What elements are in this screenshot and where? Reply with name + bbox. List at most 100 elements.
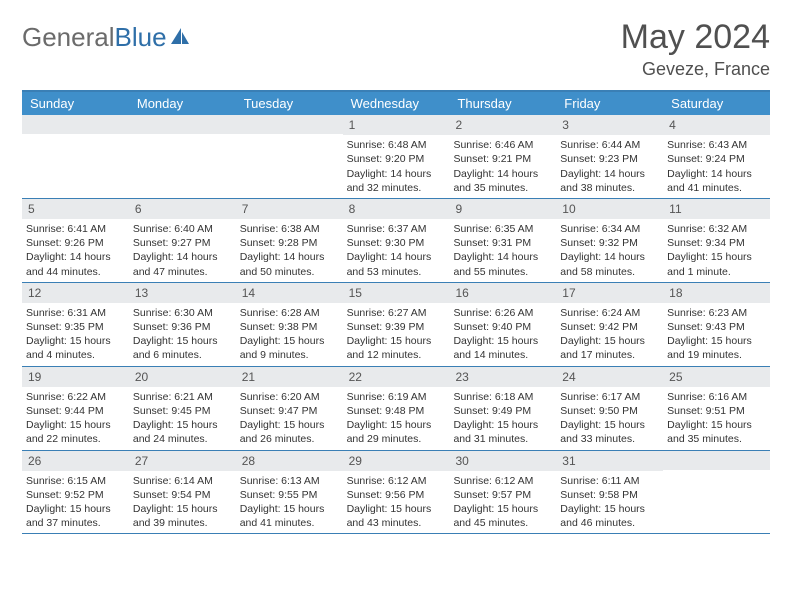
day-cell: 7Sunrise: 6:38 AMSunset: 9:28 PMDaylight… bbox=[236, 199, 343, 282]
day-number: 13 bbox=[129, 283, 236, 303]
sunrise-text: Sunrise: 6:24 AM bbox=[560, 306, 659, 320]
day-body: Sunrise: 6:46 AMSunset: 9:21 PMDaylight:… bbox=[449, 137, 556, 198]
day-body: Sunrise: 6:24 AMSunset: 9:42 PMDaylight:… bbox=[556, 305, 663, 366]
day-cell: 29Sunrise: 6:12 AMSunset: 9:56 PMDayligh… bbox=[343, 451, 450, 534]
week-row: 5Sunrise: 6:41 AMSunset: 9:26 PMDaylight… bbox=[22, 199, 770, 283]
day-body: Sunrise: 6:12 AMSunset: 9:56 PMDaylight:… bbox=[343, 473, 450, 534]
daylight-text: Daylight: 15 hours and 46 minutes. bbox=[560, 502, 659, 530]
day-number: 22 bbox=[343, 367, 450, 387]
daylight-text: Daylight: 15 hours and 37 minutes. bbox=[26, 502, 125, 530]
day-number: 30 bbox=[449, 451, 556, 471]
day-body: Sunrise: 6:27 AMSunset: 9:39 PMDaylight:… bbox=[343, 305, 450, 366]
daylight-text: Daylight: 14 hours and 47 minutes. bbox=[133, 250, 232, 278]
day-cell: 27Sunrise: 6:14 AMSunset: 9:54 PMDayligh… bbox=[129, 451, 236, 534]
sunset-text: Sunset: 9:49 PM bbox=[453, 404, 552, 418]
logo-text-gray: General bbox=[22, 22, 115, 53]
day-cell: 14Sunrise: 6:28 AMSunset: 9:38 PMDayligh… bbox=[236, 283, 343, 366]
title-block: May 2024 Geveze, France bbox=[621, 18, 770, 80]
day-body: Sunrise: 6:44 AMSunset: 9:23 PMDaylight:… bbox=[556, 137, 663, 198]
sunrise-text: Sunrise: 6:20 AM bbox=[240, 390, 339, 404]
day-cell: 13Sunrise: 6:30 AMSunset: 9:36 PMDayligh… bbox=[129, 283, 236, 366]
day-number: 26 bbox=[22, 451, 129, 471]
day-cell: 15Sunrise: 6:27 AMSunset: 9:39 PMDayligh… bbox=[343, 283, 450, 366]
daylight-text: Daylight: 15 hours and 33 minutes. bbox=[560, 418, 659, 446]
daylight-text: Daylight: 15 hours and 17 minutes. bbox=[560, 334, 659, 362]
day-body: Sunrise: 6:38 AMSunset: 9:28 PMDaylight:… bbox=[236, 221, 343, 282]
day-number: 28 bbox=[236, 451, 343, 471]
day-body: Sunrise: 6:37 AMSunset: 9:30 PMDaylight:… bbox=[343, 221, 450, 282]
day-cell bbox=[22, 115, 129, 198]
day-number bbox=[22, 115, 129, 134]
sunset-text: Sunset: 9:34 PM bbox=[667, 236, 766, 250]
day-body: Sunrise: 6:26 AMSunset: 9:40 PMDaylight:… bbox=[449, 305, 556, 366]
sunrise-text: Sunrise: 6:13 AM bbox=[240, 474, 339, 488]
month-title: May 2024 bbox=[621, 18, 770, 57]
day-body: Sunrise: 6:41 AMSunset: 9:26 PMDaylight:… bbox=[22, 221, 129, 282]
day-number: 18 bbox=[663, 283, 770, 303]
sunrise-text: Sunrise: 6:31 AM bbox=[26, 306, 125, 320]
daylight-text: Daylight: 15 hours and 1 minute. bbox=[667, 250, 766, 278]
day-number: 3 bbox=[556, 115, 663, 135]
daylight-text: Daylight: 15 hours and 24 minutes. bbox=[133, 418, 232, 446]
location: Geveze, France bbox=[621, 59, 770, 80]
daylight-text: Daylight: 14 hours and 44 minutes. bbox=[26, 250, 125, 278]
day-number: 20 bbox=[129, 367, 236, 387]
day-cell: 3Sunrise: 6:44 AMSunset: 9:23 PMDaylight… bbox=[556, 115, 663, 198]
week-row: 19Sunrise: 6:22 AMSunset: 9:44 PMDayligh… bbox=[22, 367, 770, 451]
sunrise-text: Sunrise: 6:26 AM bbox=[453, 306, 552, 320]
daylight-text: Daylight: 15 hours and 39 minutes. bbox=[133, 502, 232, 530]
daylight-text: Daylight: 15 hours and 12 minutes. bbox=[347, 334, 446, 362]
daylight-text: Daylight: 15 hours and 9 minutes. bbox=[240, 334, 339, 362]
sunset-text: Sunset: 9:42 PM bbox=[560, 320, 659, 334]
day-number: 5 bbox=[22, 199, 129, 219]
sunrise-text: Sunrise: 6:40 AM bbox=[133, 222, 232, 236]
day-cell: 12Sunrise: 6:31 AMSunset: 9:35 PMDayligh… bbox=[22, 283, 129, 366]
day-body: Sunrise: 6:13 AMSunset: 9:55 PMDaylight:… bbox=[236, 473, 343, 534]
day-cell bbox=[236, 115, 343, 198]
dow-wednesday: Wednesday bbox=[343, 92, 450, 115]
sunset-text: Sunset: 9:21 PM bbox=[453, 152, 552, 166]
daylight-text: Daylight: 14 hours and 58 minutes. bbox=[560, 250, 659, 278]
day-cell: 11Sunrise: 6:32 AMSunset: 9:34 PMDayligh… bbox=[663, 199, 770, 282]
calendar: SundayMondayTuesdayWednesdayThursdayFrid… bbox=[22, 90, 770, 534]
day-body: Sunrise: 6:16 AMSunset: 9:51 PMDaylight:… bbox=[663, 389, 770, 450]
sunrise-text: Sunrise: 6:15 AM bbox=[26, 474, 125, 488]
sunrise-text: Sunrise: 6:12 AM bbox=[453, 474, 552, 488]
day-number: 15 bbox=[343, 283, 450, 303]
day-number bbox=[236, 115, 343, 134]
sunrise-text: Sunrise: 6:28 AM bbox=[240, 306, 339, 320]
sunset-text: Sunset: 9:23 PM bbox=[560, 152, 659, 166]
day-cell: 19Sunrise: 6:22 AMSunset: 9:44 PMDayligh… bbox=[22, 367, 129, 450]
sunset-text: Sunset: 9:52 PM bbox=[26, 488, 125, 502]
day-number bbox=[663, 451, 770, 470]
day-body: Sunrise: 6:34 AMSunset: 9:32 PMDaylight:… bbox=[556, 221, 663, 282]
day-body: Sunrise: 6:32 AMSunset: 9:34 PMDaylight:… bbox=[663, 221, 770, 282]
sunrise-text: Sunrise: 6:30 AM bbox=[133, 306, 232, 320]
sunrise-text: Sunrise: 6:35 AM bbox=[453, 222, 552, 236]
day-number: 7 bbox=[236, 199, 343, 219]
logo: GeneralBlue bbox=[22, 18, 191, 53]
day-number: 6 bbox=[129, 199, 236, 219]
sunset-text: Sunset: 9:39 PM bbox=[347, 320, 446, 334]
sunrise-text: Sunrise: 6:22 AM bbox=[26, 390, 125, 404]
day-body: Sunrise: 6:40 AMSunset: 9:27 PMDaylight:… bbox=[129, 221, 236, 282]
day-body: Sunrise: 6:35 AMSunset: 9:31 PMDaylight:… bbox=[449, 221, 556, 282]
week-row: 26Sunrise: 6:15 AMSunset: 9:52 PMDayligh… bbox=[22, 451, 770, 535]
sunset-text: Sunset: 9:54 PM bbox=[133, 488, 232, 502]
sunrise-text: Sunrise: 6:27 AM bbox=[347, 306, 446, 320]
day-cell: 6Sunrise: 6:40 AMSunset: 9:27 PMDaylight… bbox=[129, 199, 236, 282]
day-cell: 4Sunrise: 6:43 AMSunset: 9:24 PMDaylight… bbox=[663, 115, 770, 198]
day-number: 11 bbox=[663, 199, 770, 219]
daylight-text: Daylight: 15 hours and 43 minutes. bbox=[347, 502, 446, 530]
day-cell: 20Sunrise: 6:21 AMSunset: 9:45 PMDayligh… bbox=[129, 367, 236, 450]
sunset-text: Sunset: 9:31 PM bbox=[453, 236, 552, 250]
sunset-text: Sunset: 9:20 PM bbox=[347, 152, 446, 166]
sunrise-text: Sunrise: 6:23 AM bbox=[667, 306, 766, 320]
sunrise-text: Sunrise: 6:34 AM bbox=[560, 222, 659, 236]
sunset-text: Sunset: 9:40 PM bbox=[453, 320, 552, 334]
day-number: 10 bbox=[556, 199, 663, 219]
daylight-text: Daylight: 15 hours and 45 minutes. bbox=[453, 502, 552, 530]
day-body: Sunrise: 6:12 AMSunset: 9:57 PMDaylight:… bbox=[449, 473, 556, 534]
header: GeneralBlue May 2024 Geveze, France bbox=[22, 18, 770, 80]
day-body: Sunrise: 6:15 AMSunset: 9:52 PMDaylight:… bbox=[22, 473, 129, 534]
